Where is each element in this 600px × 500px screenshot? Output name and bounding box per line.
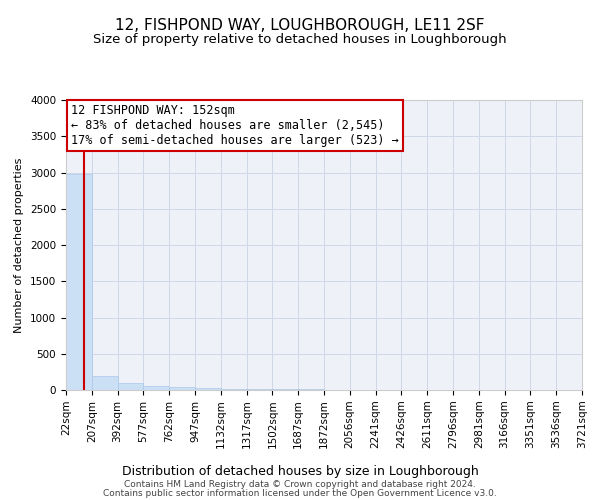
Text: Size of property relative to detached houses in Loughborough: Size of property relative to detached ho… [93, 32, 507, 46]
Bar [195, 388, 221, 390]
Bar [143, 386, 169, 390]
Bar [169, 388, 195, 390]
Text: Distribution of detached houses by size in Loughborough: Distribution of detached houses by size … [122, 464, 478, 477]
Y-axis label: Number of detached properties: Number of detached properties [14, 158, 25, 332]
Text: 12 FISHPOND WAY: 152sqm
← 83% of detached houses are smaller (2,545)
17% of semi: 12 FISHPOND WAY: 152sqm ← 83% of detache… [71, 104, 399, 148]
Text: 12, FISHPOND WAY, LOUGHBOROUGH, LE11 2SF: 12, FISHPOND WAY, LOUGHBOROUGH, LE11 2SF [115, 18, 485, 32]
Text: Contains public sector information licensed under the Open Government Licence v3: Contains public sector information licen… [103, 490, 497, 498]
Bar [247, 389, 272, 390]
Bar [92, 376, 118, 390]
Bar [118, 384, 143, 390]
Bar [66, 174, 92, 390]
Text: Contains HM Land Registry data © Crown copyright and database right 2024.: Contains HM Land Registry data © Crown c… [124, 480, 476, 489]
Bar [221, 388, 247, 390]
